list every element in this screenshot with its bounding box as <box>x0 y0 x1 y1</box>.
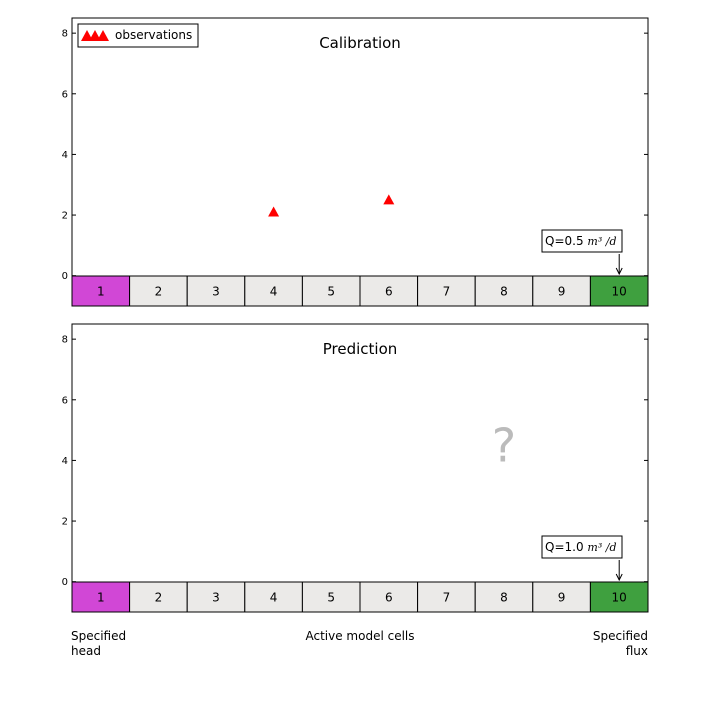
model-cell-label: 4 <box>270 285 278 299</box>
flux-annotation-unit: m³ /d <box>587 235 616 248</box>
model-cell-4 <box>244 581 303 613</box>
chart-panel-1: Calibration 0 2 4 6 8 1 2 3 4 5 6 7 8 9 10 Q=0.5 m³ /d <box>62 17 649 307</box>
y-tick-label: 6 <box>62 395 68 406</box>
model-cell-label: 3 <box>212 591 220 605</box>
model-cell-label: 4 <box>270 591 278 605</box>
model-cell-4 <box>244 275 303 307</box>
model-cell-label: 5 <box>327 285 335 299</box>
flux-annotation-box <box>541 229 623 253</box>
legend-marker-icon <box>89 30 101 41</box>
model-cell-label: 10 <box>612 285 627 299</box>
model-cell-label: 6 <box>385 285 393 299</box>
y-tick-label: 2 <box>62 211 68 222</box>
specified-head-label-line1: Specified <box>71 629 126 643</box>
model-cell-8 <box>474 275 534 307</box>
model-cell-label: 9 <box>558 591 566 605</box>
model-cell-label: 2 <box>155 591 163 605</box>
chart-title: Prediction <box>323 340 398 358</box>
model-cell-label: 3 <box>212 285 220 299</box>
flux-annotation-box <box>541 535 623 559</box>
model-cell-label: 1 <box>97 285 105 299</box>
model-cell-1 <box>71 581 131 613</box>
specified-flux-label-line2: flux <box>626 644 648 658</box>
model-cell-7 <box>417 581 476 613</box>
flux-arrow-head-icon <box>615 573 623 582</box>
y-tick-label: 4 <box>62 456 68 467</box>
model-cell-2 <box>129 275 188 307</box>
model-cell-label: 7 <box>443 591 451 605</box>
flux-annotation-label: Q=1.0 m³ /d <box>545 540 617 554</box>
model-cell-label: 8 <box>500 285 508 299</box>
y-tick-label: 0 <box>62 271 68 282</box>
model-cell-label: 8 <box>500 591 508 605</box>
y-tick-label: 8 <box>62 335 68 346</box>
specified-head-label-line2: head <box>71 644 101 658</box>
model-cell-3 <box>186 581 246 613</box>
model-cell-label: 1 <box>97 591 105 605</box>
y-tick-label: 6 <box>62 89 68 100</box>
legend-marker-icon <box>81 30 93 41</box>
observation-point <box>383 194 395 205</box>
chart-panel-2: Prediction 0 2 4 6 8 1 2 3 4 5 6 7 8 9 10? Q=1.0 m³ /d <box>62 323 649 613</box>
prediction-question-mark: ? <box>492 418 516 472</box>
model-cell-3 <box>186 275 246 307</box>
model-cell-label: 9 <box>558 285 566 299</box>
model-cell-label: 7 <box>443 285 451 299</box>
model-cell-8 <box>474 581 534 613</box>
plot-area <box>71 17 649 307</box>
y-tick-label: 4 <box>62 150 68 161</box>
legend-marker-icon <box>97 30 109 41</box>
chart-title: Calibration <box>319 34 401 52</box>
model-cell-9 <box>532 275 591 307</box>
model-cell-10 <box>589 581 649 613</box>
model-cell-7 <box>417 275 476 307</box>
active-cells-label: Active model cells <box>305 629 414 643</box>
flux-arrow-head-icon <box>615 267 623 276</box>
flux-annotation-unit: m³ /d <box>587 541 616 554</box>
legend: observations <box>77 23 199 48</box>
model-cell-label: 10 <box>612 591 627 605</box>
observation-point <box>268 206 280 217</box>
model-cell-label: 6 <box>385 591 393 605</box>
model-cell-5 <box>301 581 361 613</box>
y-tick-label: 0 <box>62 577 68 588</box>
model-cell-2 <box>129 581 188 613</box>
model-cell-label: 5 <box>327 591 335 605</box>
y-tick-label: 8 <box>62 29 68 40</box>
bottom-labels: Specified head Active model cells Specif… <box>71 629 648 658</box>
legend-label: observations <box>115 28 192 42</box>
flux-annotation-label: Q=0.5 m³ /d <box>545 234 617 248</box>
model-cell-5 <box>301 275 361 307</box>
model-cell-6 <box>359 275 419 307</box>
model-cell-label: 2 <box>155 285 163 299</box>
specified-flux-label-line1: Specified <box>593 629 648 643</box>
y-tick-label: 2 <box>62 517 68 528</box>
plot-area <box>71 323 649 613</box>
model-cell-10 <box>589 275 649 307</box>
